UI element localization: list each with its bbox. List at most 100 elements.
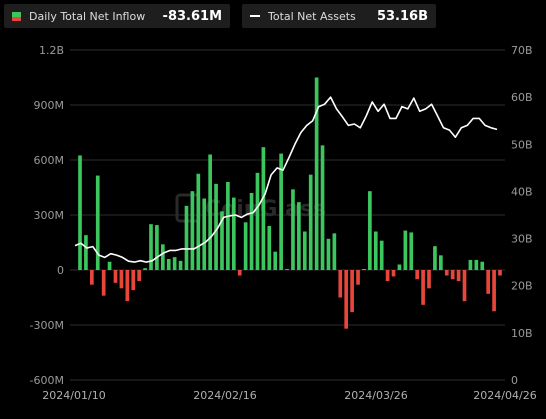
legend-assets-label: Total Net Assets [268, 9, 356, 23]
inflow-bars [78, 77, 502, 329]
inflow-swatch-icon [12, 11, 21, 21]
inflow-bar [308, 174, 313, 270]
inflow-bar [190, 191, 195, 270]
inflow-bar [409, 232, 414, 270]
y-right-tick-label: 70B [511, 44, 533, 57]
y-right-tick-label: 30B [511, 233, 533, 246]
assets-line [74, 96, 498, 263]
inflow-bar [379, 240, 384, 270]
inflow-bar [119, 270, 124, 289]
inflow-bar [255, 172, 260, 270]
inflow-bar [427, 270, 431, 289]
inflow-bar [421, 270, 425, 305]
inflow-bar [486, 270, 491, 294]
inflow-bar [314, 77, 319, 270]
inflow-bar [444, 270, 449, 276]
y-right-tick-label: 50B [511, 138, 533, 151]
inflow-bar [172, 257, 177, 270]
y-right-tick-label: 60B [511, 91, 533, 104]
y-right-tick-label: 10B [511, 327, 533, 340]
assets-line-swatch-icon [250, 15, 260, 17]
inflow-bar [332, 233, 337, 270]
inflow-bar [450, 270, 455, 280]
y-left-tick-label: -300M [30, 319, 64, 332]
y-left-tick-label: 600M [34, 154, 65, 167]
inflow-bar [160, 244, 165, 270]
inflow-bar [226, 182, 230, 270]
watermark-text: CoinGlass [205, 197, 326, 222]
inflow-bar [166, 259, 171, 270]
inflow-bar [249, 193, 254, 270]
inflow-bar [178, 260, 183, 270]
inflow-bar [90, 270, 94, 285]
inflow-bar [208, 154, 212, 270]
inflow-bar [196, 173, 201, 270]
y-axis-left: 1.2B 900M 600M 300M 0 -300M -600M [30, 44, 64, 387]
inflow-bar [356, 270, 360, 285]
assets-line-group [74, 96, 498, 263]
inflow-bar [480, 261, 485, 270]
inflow-bar [415, 270, 420, 280]
inflow-bar [433, 246, 437, 270]
inflow-bar [143, 268, 147, 270]
legend-inflow[interactable]: Daily Total Net Inflow -83.61M [4, 4, 230, 28]
inflow-bar [107, 261, 112, 270]
legend-assets-value: 53.16B [376, 8, 428, 24]
y-left-tick-label: -600M [30, 374, 64, 387]
inflow-bar [302, 231, 307, 270]
y-right-tick-label: 20B [511, 280, 533, 293]
inflow-bar [137, 270, 141, 281]
inflow-bar [214, 183, 218, 270]
inflow-bar [492, 270, 496, 312]
x-axis: 2024/01/10 2024/02/16 2024/03/26 2024/04/26 [42, 389, 536, 402]
inflow-bar [267, 226, 272, 270]
inflow-bar [391, 270, 396, 277]
inflow-bar [456, 270, 461, 281]
inflow-bar [468, 259, 473, 270]
inflow-bar [202, 198, 207, 270]
x-tick-label: 2024/04/26 [473, 389, 536, 402]
y-left-tick-label: 900M [34, 99, 65, 112]
y-axis-right: 70B 60B 50B 40B 30B 20B 10B 0 [511, 44, 533, 387]
legend-assets[interactable]: Total Net Assets 53.16B [242, 4, 436, 28]
inflow-bar [95, 175, 100, 270]
inflow-bar [84, 235, 88, 270]
inflow-bar [350, 270, 354, 313]
inflow-bar [131, 270, 136, 291]
x-tick-label: 2024/01/10 [42, 389, 105, 402]
inflow-bar [320, 145, 325, 270]
inflow-bar [368, 191, 372, 270]
inflow-bar [125, 270, 130, 302]
y-left-tick-label: 1.2B [39, 44, 64, 57]
inflow-bar [220, 211, 224, 270]
legend-inflow-label: Daily Total Net Inflow [29, 9, 146, 23]
inflow-bar [243, 222, 248, 270]
y-right-tick-label: 40B [511, 185, 533, 198]
y-right-tick-label: 0 [511, 374, 518, 387]
inflow-bar [397, 264, 402, 270]
inflow-bar [326, 238, 331, 270]
inflow-bar [362, 269, 366, 270]
inflow-bar [78, 155, 82, 270]
inflow-bar [403, 230, 408, 270]
inflow-bar [101, 270, 106, 296]
inflow-bar [285, 269, 289, 270]
inflow-bar [273, 251, 278, 270]
inflow-bar [373, 231, 378, 270]
legend-inflow-value: -83.61M [162, 8, 222, 24]
inflow-bar [338, 270, 343, 298]
inflow-bar [155, 225, 159, 270]
x-tick-label: 2024/03/26 [344, 389, 407, 402]
y-left-tick-label: 300M [34, 209, 65, 222]
y-left-tick-label: 0 [57, 264, 64, 277]
inflow-bar [291, 189, 295, 270]
inflow-bar [237, 270, 242, 276]
inflow-bar [184, 205, 189, 270]
inflow-bar [279, 153, 283, 270]
inflow-bar [498, 270, 502, 276]
inflow-bar [344, 270, 349, 329]
inflow-bar [462, 270, 467, 302]
inflow-bar [113, 270, 118, 283]
